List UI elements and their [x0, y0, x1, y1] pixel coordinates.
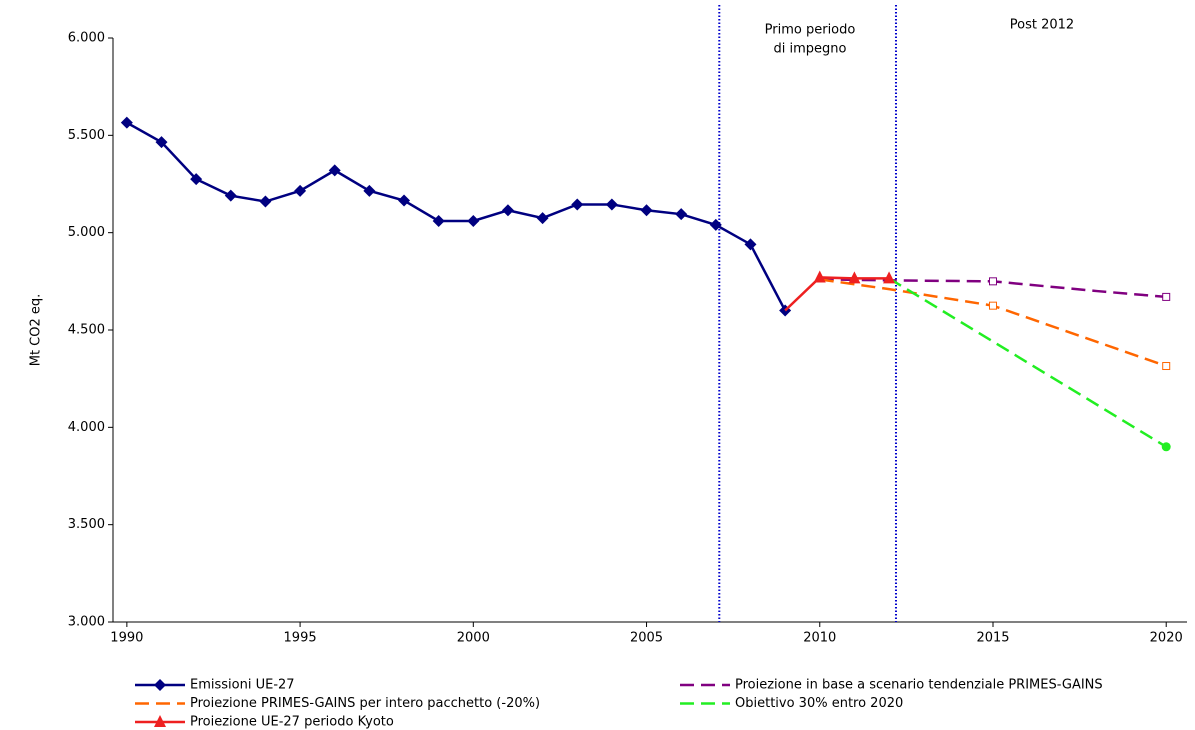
point [467, 214, 480, 227]
point [328, 164, 341, 177]
y-tick-label: 4.000 [68, 420, 105, 435]
y-tick-label: 3.500 [68, 517, 105, 532]
series-line [784, 276, 890, 312]
x-tick-label: 2020 [1150, 631, 1183, 646]
y-tick-label: 3.000 [68, 615, 105, 630]
point [294, 184, 307, 197]
legend-label: Proiezione UE-27 periodo Kyoto [190, 715, 394, 730]
legend-marker [154, 679, 166, 691]
period-label: Primo periodo [765, 23, 856, 38]
point [744, 238, 757, 251]
legend-label: Proiezione PRIMES-GAINS per intero pacch… [190, 696, 540, 711]
x-tick-label: 2010 [803, 631, 836, 646]
series-line [888, 277, 1167, 448]
point [398, 194, 411, 207]
point [190, 173, 203, 186]
period-label: di impegno [774, 42, 847, 57]
y-tick-label: 6.000 [68, 31, 105, 46]
point [605, 198, 618, 211]
x-tick-label: 2015 [976, 631, 1009, 646]
y-tick-label: 4.500 [68, 323, 105, 338]
point [883, 271, 896, 284]
x-tick-label: 2005 [630, 631, 663, 646]
point [571, 198, 584, 211]
y-tick-label: 5.500 [68, 128, 105, 143]
point [155, 136, 168, 149]
legend-label: Obiettivo 30% entro 2020 [735, 696, 903, 711]
series-line [819, 278, 1167, 368]
point [501, 204, 514, 217]
x-tick-label: 2000 [457, 631, 490, 646]
point [988, 301, 997, 310]
point [1162, 362, 1171, 371]
point [848, 271, 861, 284]
x-tick-label: 1995 [284, 631, 317, 646]
point [1161, 442, 1171, 452]
point [120, 116, 133, 129]
point [640, 204, 653, 217]
point [675, 208, 688, 221]
y-axis-label: Mt CO2 eq. [29, 294, 44, 367]
x-tick-label: 1990 [110, 631, 143, 646]
point [363, 184, 376, 197]
point [224, 189, 237, 202]
point [432, 214, 445, 227]
period-label: Post 2012 [1010, 18, 1074, 33]
legend-marker [154, 715, 166, 727]
point [988, 277, 997, 286]
series-line [126, 121, 787, 312]
point [1162, 292, 1171, 301]
legend-label: Emissioni UE-27 [190, 678, 295, 693]
point [813, 270, 826, 283]
point [709, 218, 722, 231]
point [259, 195, 272, 208]
y-tick-label: 5.000 [68, 225, 105, 240]
point [536, 212, 549, 225]
legend-label: Proiezione in base a scenario tendenzial… [735, 678, 1103, 693]
